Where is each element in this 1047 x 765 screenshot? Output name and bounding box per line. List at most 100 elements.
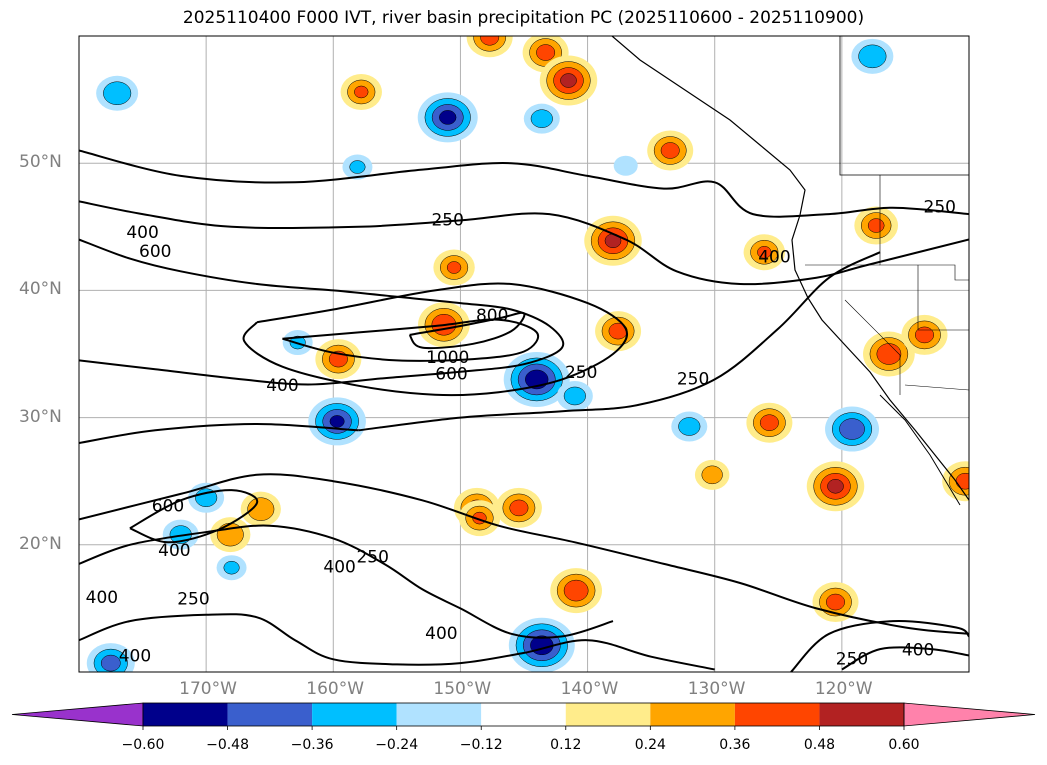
colorbar-cell: [819, 703, 904, 726]
baja-coast-line: [879, 394, 961, 506]
contour-label: 400: [323, 558, 355, 578]
precip-ring: [757, 245, 772, 259]
lon-label: 140°W: [560, 679, 619, 699]
precip-positive-blob: [806, 461, 865, 512]
precip-ring: [560, 73, 577, 88]
precip-ring: [876, 343, 902, 365]
precip-negative-blob: [671, 411, 708, 442]
border-line-canada: [839, 36, 969, 176]
precip-positive-blob: [743, 234, 785, 271]
precip-positive-blob: [595, 311, 642, 352]
precip-positive-blob: [340, 73, 382, 110]
precip-positive-blob: [458, 500, 501, 537]
contour-label: 400: [425, 624, 457, 644]
precip-ring: [563, 579, 589, 602]
colorbar: [11, 702, 1036, 730]
precip-positive-blob: [315, 339, 362, 380]
precip-ring: [223, 560, 240, 575]
lat-label: 50°N: [19, 152, 62, 173]
colorbar-cell: [734, 703, 820, 726]
precip-negative-blob: [556, 380, 593, 411]
precip-ring: [563, 386, 586, 406]
precip-positive-blob: [863, 331, 915, 377]
contour-label: 600: [152, 497, 184, 517]
ivt-contour-800: [408, 311, 526, 350]
precip-ring: [349, 160, 366, 174]
precip-ring: [247, 497, 275, 521]
colorbar-cell: [396, 703, 482, 726]
precip-positive-blob: [210, 517, 251, 553]
precip-ring: [509, 499, 529, 517]
contour-label: 400: [902, 640, 934, 660]
contour-label: 800: [476, 306, 508, 326]
colorbar-extend-max: [903, 702, 1036, 727]
precip-negative-blob: [417, 92, 478, 143]
precip-ring: [839, 418, 865, 440]
precip-ring: [354, 85, 369, 99]
precip-positive-blob: [539, 55, 598, 106]
ivt-contour-400: [79, 524, 614, 639]
colorbar-tick-label: 0.60: [888, 737, 920, 753]
lat-label: 40°N: [19, 279, 62, 300]
precip-ring: [867, 218, 885, 233]
colorbar-frame: [142, 702, 905, 727]
map-frame: [78, 35, 970, 673]
colorbar-tick-label: −0.48: [206, 737, 249, 753]
precip-negative-blob: [523, 103, 560, 134]
lon-label: 130°W: [687, 679, 746, 699]
precip-negative-blob: [86, 643, 135, 672]
ivt-contour-250: [79, 613, 715, 671]
colorbar-tick-label: 0.48: [803, 737, 836, 753]
precip-positive-blob: [647, 130, 694, 171]
precip-positive-blob: [746, 402, 793, 443]
lon-label: 120°W: [814, 679, 873, 699]
precip-ring: [827, 479, 844, 494]
ivt-contour-250: [79, 149, 969, 218]
precip-ring: [678, 417, 701, 436]
precip-negative-blob: [342, 154, 373, 180]
precip-ring: [103, 81, 132, 105]
colorbar-tick-label: 0.12: [550, 737, 582, 753]
west-coast-line: [611, 36, 969, 501]
contour-label: 400: [119, 647, 151, 667]
colorbar-tick-label: −0.24: [375, 737, 419, 753]
colorbar-extend-min: [11, 702, 144, 727]
contour-label: 250: [177, 589, 209, 609]
contour-label: 250: [836, 649, 868, 669]
colorbar-cell: [312, 703, 397, 726]
state-border-3: [844, 299, 901, 395]
colorbar-cell: [143, 703, 228, 726]
lon-label: 170°W: [179, 679, 237, 699]
precip-ring: [329, 415, 345, 428]
lat-label: 20°N: [19, 533, 62, 554]
precip-ring: [858, 44, 887, 69]
precip-positive-blob: [240, 491, 281, 527]
colorbar-tick-label: −0.60: [121, 737, 165, 753]
ivt-contour-400: [79, 238, 565, 386]
colorbar-tick-label: 0.36: [719, 737, 751, 753]
contour-label: 600: [435, 364, 467, 384]
precip-positive-blob: [901, 314, 948, 355]
precip-ring: [955, 472, 969, 490]
ivt-contour-250: [79, 200, 969, 286]
contour-label: 400: [758, 247, 790, 267]
precip-ring: [536, 44, 556, 61]
precip-negative-blob: [308, 397, 366, 446]
colorbar-cell: [565, 703, 651, 726]
precip-positive-blob: [584, 215, 642, 266]
precip-negative-blob: [613, 155, 638, 176]
precip-positive-blob: [694, 459, 730, 490]
precip-negative-blob: [508, 617, 575, 672]
coastline: [611, 36, 969, 506]
state-border-1: [879, 175, 969, 281]
precip-ring: [915, 326, 934, 344]
ivt-contour-600: [129, 489, 259, 544]
colorbar-tick-label: 0.24: [634, 737, 666, 753]
precip-ring: [701, 465, 723, 485]
precip-positive-anomalies: [210, 36, 969, 623]
colorbar-cell: [481, 703, 566, 726]
colorbar-tick-label: −0.12: [459, 737, 503, 753]
precip-ring: [530, 109, 553, 128]
